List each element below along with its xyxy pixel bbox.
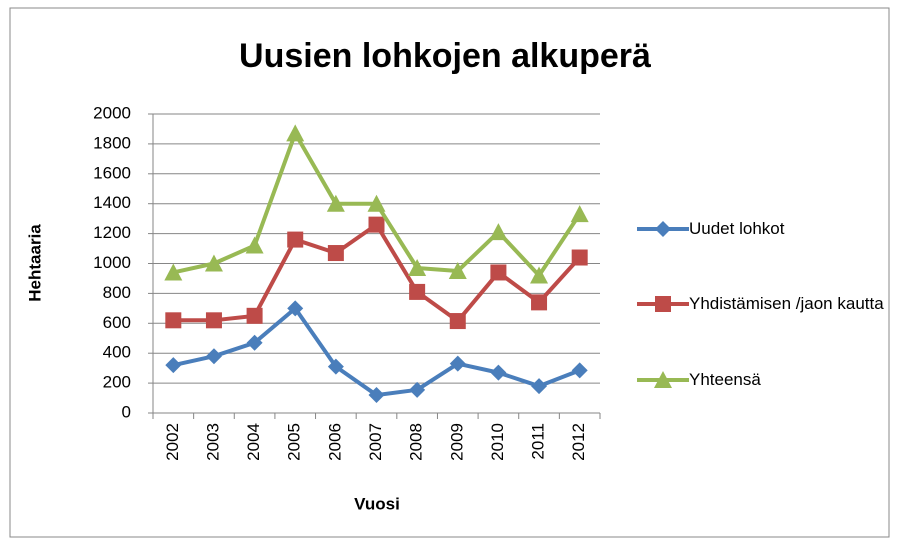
marker — [489, 223, 508, 241]
marker — [165, 357, 182, 374]
marker — [368, 216, 385, 233]
x-tick-label: 2003 — [203, 423, 222, 461]
marker — [204, 254, 223, 272]
marker — [205, 348, 222, 365]
marker — [449, 355, 466, 372]
x-tick-label: 2002 — [163, 423, 182, 461]
marker — [246, 334, 263, 351]
x-tick-label: 2005 — [285, 423, 304, 461]
marker — [531, 378, 548, 395]
y-tick-label: 2000 — [93, 103, 131, 122]
marker — [530, 266, 549, 284]
x-tick-label: 2011 — [529, 423, 548, 460]
y-tick-label: 200 — [103, 373, 131, 392]
legend-item: Yhdistämisen /jaon kautta — [637, 289, 887, 319]
legend-label: Yhdistämisen /jaon kautta — [689, 294, 884, 313]
marker — [409, 283, 426, 300]
marker — [655, 221, 671, 237]
x-tick-label: 2008 — [407, 423, 426, 461]
marker — [490, 364, 507, 381]
y-tick-label: 1200 — [93, 223, 131, 242]
y-tick-label: 600 — [103, 313, 131, 332]
legend-label: Uudet lohkot — [689, 219, 785, 238]
marker — [205, 312, 222, 329]
marker — [327, 245, 344, 262]
marker — [408, 258, 427, 276]
marker — [287, 231, 304, 248]
marker — [164, 263, 183, 281]
legend-label: Yhteensä — [689, 370, 761, 389]
marker — [531, 294, 548, 311]
legend-swatch — [637, 296, 689, 312]
marker — [368, 387, 385, 404]
marker — [327, 358, 344, 375]
x-tick-label: 2010 — [488, 423, 507, 461]
legend-swatch — [637, 221, 689, 237]
y-tick-label: 800 — [103, 283, 131, 302]
y-tick-label: 1400 — [93, 193, 131, 212]
marker — [654, 371, 672, 388]
marker — [287, 300, 304, 317]
x-tick-label: 2009 — [447, 423, 466, 461]
legend-swatch — [637, 371, 689, 388]
marker — [655, 296, 671, 312]
marker — [448, 261, 467, 279]
marker — [367, 194, 386, 212]
x-tick-label: 2004 — [244, 423, 263, 461]
marker — [449, 313, 466, 330]
x-tick-label: 2012 — [569, 423, 588, 461]
chart-title: Uusien lohkojen alkuperä — [239, 37, 651, 75]
chart-border — [9, 7, 890, 538]
marker — [570, 205, 589, 223]
marker — [246, 307, 263, 324]
legend-item: Yhteensä — [637, 365, 887, 395]
marker — [326, 194, 345, 212]
marker — [571, 249, 588, 266]
y-tick-label: 1000 — [93, 253, 131, 272]
x-tick-label: 2007 — [366, 423, 385, 461]
x-tick-label: 2006 — [325, 423, 344, 461]
marker — [490, 264, 507, 281]
marker — [571, 362, 588, 379]
x-axis-label: Vuosi — [354, 494, 400, 513]
y-axis-label: Hehtaaria — [25, 224, 44, 302]
marker — [165, 312, 182, 329]
y-tick-label: 1600 — [93, 163, 131, 182]
y-tick-label: 1800 — [93, 133, 131, 152]
y-tick-label: 400 — [103, 343, 131, 362]
legend-item: Uudet lohkot — [637, 214, 887, 244]
y-tick-label: 0 — [122, 402, 131, 421]
marker — [409, 381, 426, 398]
marker — [286, 124, 305, 142]
marker — [245, 236, 264, 254]
